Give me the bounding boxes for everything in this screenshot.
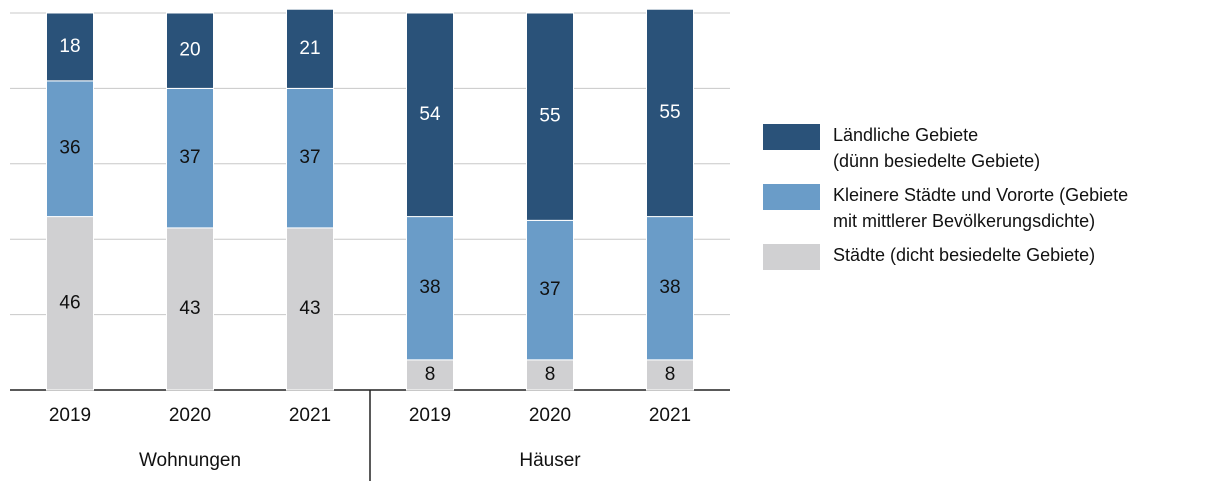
bar-segment [286, 87, 334, 229]
legend-swatch [763, 184, 820, 210]
data-label: 8 [425, 364, 436, 385]
group-label: Häuser [519, 450, 581, 471]
bar-segment [406, 359, 454, 391]
bar-segment [46, 216, 94, 391]
bar-segment [646, 359, 694, 391]
legend-swatch [763, 124, 820, 150]
legend: Ländliche Gebiete (dünn besiedelte Gebie… [763, 122, 1203, 276]
chart: 4636182019433720202043372120218385420198… [10, 8, 730, 481]
bar-segment [526, 12, 574, 221]
data-label: 46 [59, 292, 80, 313]
legend-item: Städte (dicht besiedelte Gebiete) [763, 242, 1203, 270]
bar-segment [406, 216, 454, 361]
bar-segment [646, 216, 694, 361]
data-label: 38 [419, 277, 440, 298]
legend-item: Ländliche Gebiete (dünn besiedelte Gebie… [763, 122, 1203, 174]
x-tick-label: 2019 [409, 405, 451, 426]
bar-segment [526, 219, 574, 361]
bar-segment [166, 87, 214, 229]
x-tick-label: 2020 [529, 405, 571, 426]
bar-segment [46, 12, 94, 82]
data-label: 55 [539, 106, 560, 127]
data-label: 37 [299, 147, 320, 168]
x-tick-label: 2021 [289, 405, 331, 426]
data-label: 43 [299, 298, 320, 319]
bar-segment [286, 227, 334, 391]
bar-segment [46, 80, 94, 218]
bar-segment [166, 12, 214, 89]
legend-item: Kleinere Städte und Vororte (Gebiete mit… [763, 182, 1203, 234]
legend-swatch [763, 244, 820, 270]
x-tick-label: 2021 [649, 405, 691, 426]
x-tick-label: 2020 [169, 405, 211, 426]
bar-segment [406, 12, 454, 218]
data-label: 55 [659, 102, 680, 123]
data-label: 43 [179, 298, 200, 319]
legend-label: Kleinere Städte und Vororte (Gebiete mit… [833, 185, 1129, 231]
data-label: 8 [545, 364, 556, 385]
data-label: 36 [59, 138, 80, 159]
legend-label: Städte (dicht besiedelte Gebiete) [833, 245, 1096, 265]
group-label: Wohnungen [139, 450, 241, 471]
data-label: 37 [539, 279, 560, 300]
data-label: 20 [179, 40, 200, 61]
data-label: 37 [179, 147, 200, 168]
legend-label: Ländliche Gebiete (dünn besiedelte Gebie… [833, 125, 1041, 171]
data-label: 38 [659, 277, 680, 298]
x-tick-label: 2019 [49, 405, 91, 426]
bar-segment [526, 359, 574, 391]
data-label: 18 [59, 36, 80, 57]
data-label: 8 [665, 364, 676, 385]
bar-segment [286, 8, 334, 89]
data-label: 21 [299, 38, 320, 59]
data-label: 54 [419, 104, 441, 125]
bar-segment [646, 8, 694, 218]
